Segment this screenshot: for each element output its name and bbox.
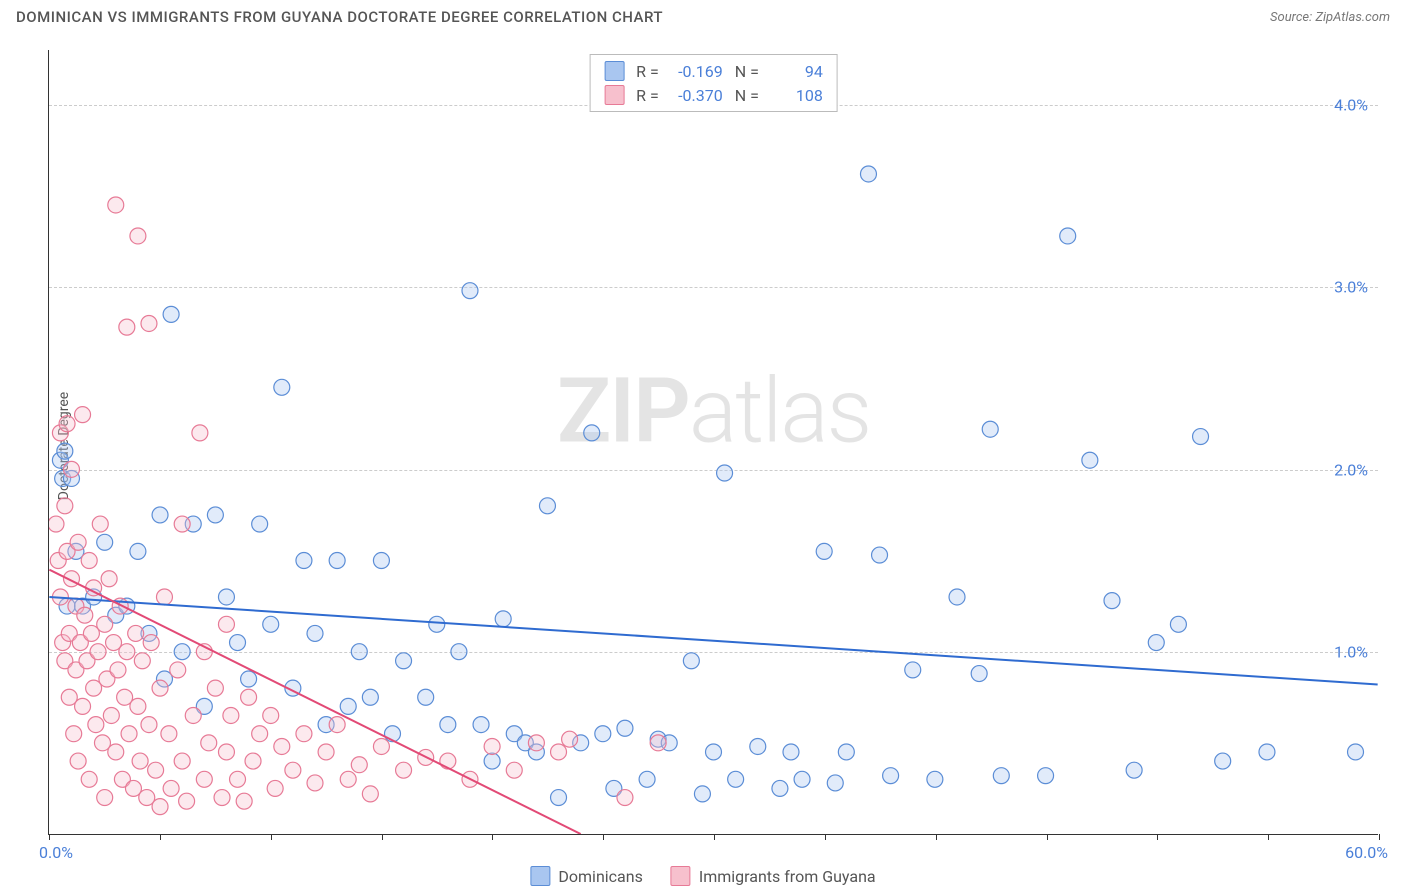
chart-title: DOMINICAN VS IMMIGRANTS FROM GUYANA DOCT… [16, 8, 663, 26]
legend-swatch-dominicans [530, 866, 550, 886]
n-value-guyana: 108 [767, 86, 823, 105]
stats-row-dominicans: R = -0.169 N = 94 [604, 59, 823, 83]
plot-area: ZIPatlas R = -0.169 N = 94 R = -0.370 N … [48, 50, 1378, 835]
swatch-dominicans [604, 61, 624, 81]
r-value-dominicans: -0.169 [667, 62, 723, 81]
swatch-guyana [604, 85, 624, 105]
x-axis-min-label: 0.0% [39, 843, 73, 862]
legend-label-guyana: Immigrants from Guyana [699, 867, 876, 886]
legend-item-guyana: Immigrants from Guyana [671, 866, 876, 886]
n-label: N = [735, 62, 759, 81]
chart-svg [49, 50, 1378, 834]
r-label: R = [636, 62, 659, 81]
n-label: N = [735, 86, 759, 105]
source-name: ZipAtlas.com [1315, 10, 1390, 25]
stats-row-guyana: R = -0.370 N = 108 [604, 83, 823, 107]
source-prefix: Source: [1270, 10, 1315, 25]
legend-swatch-guyana [671, 866, 691, 886]
n-value-dominicans: 94 [767, 62, 823, 81]
x-axis-max-label: 60.0% [1345, 843, 1388, 862]
bottom-legend: Dominicans Immigrants from Guyana [530, 866, 875, 886]
r-label: R = [636, 86, 659, 105]
legend-label-dominicans: Dominicans [558, 867, 642, 886]
r-value-guyana: -0.370 [667, 86, 723, 105]
stats-legend-box: R = -0.169 N = 94 R = -0.370 N = 108 [589, 54, 838, 112]
source-attribution: Source: ZipAtlas.com [1270, 10, 1390, 25]
legend-item-dominicans: Dominicans [530, 866, 642, 886]
